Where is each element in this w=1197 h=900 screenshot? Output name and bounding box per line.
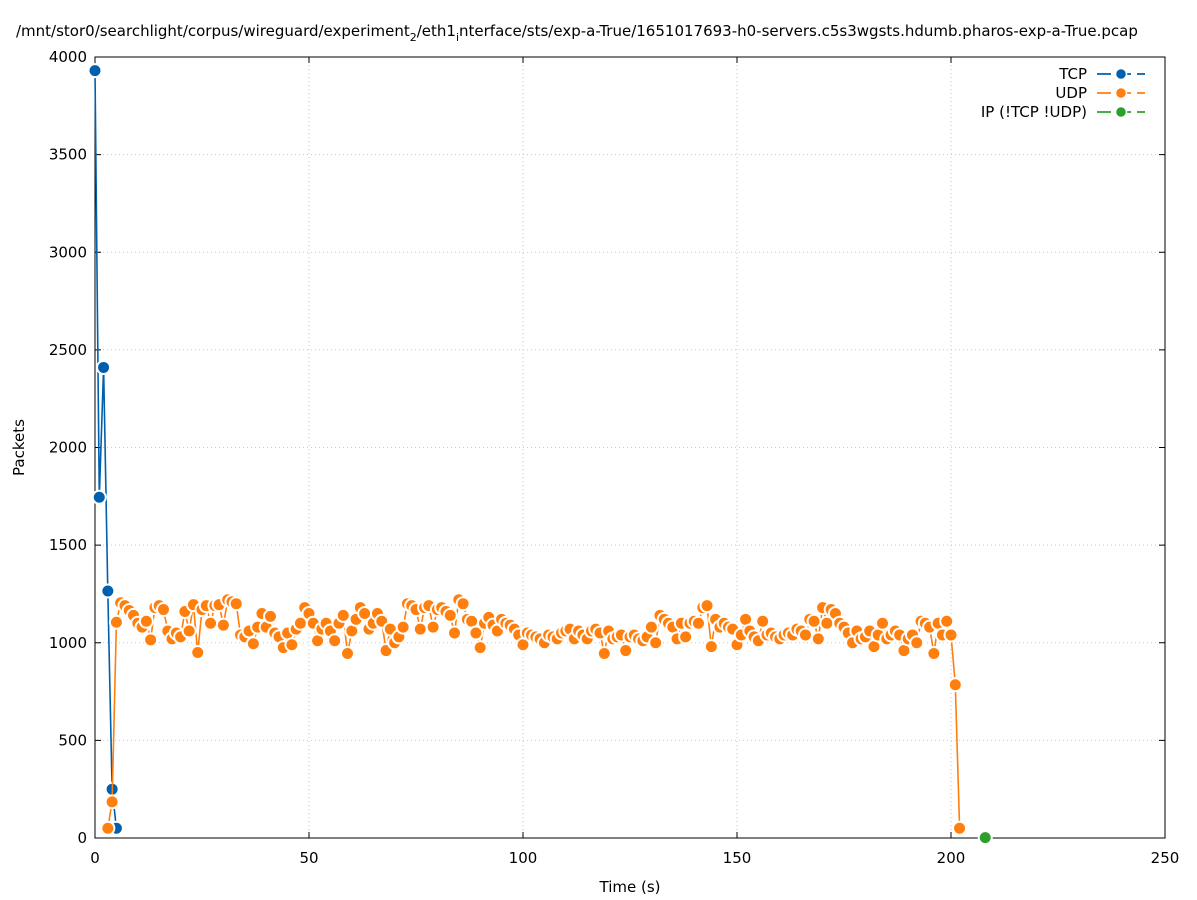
y-tick-label: 500 [58,731,87,749]
x-axis-label: Time (s) [599,878,661,896]
x-tick-label: 200 [937,849,966,867]
data-point [335,607,351,623]
series-layer [87,63,993,846]
data-point [442,607,458,623]
data-point [262,608,278,624]
data-point [926,645,942,661]
y-tick-label: 3000 [49,243,87,261]
data-point [215,617,231,633]
data-point [455,596,471,612]
legend-marker [1114,86,1128,100]
data-point [425,619,441,635]
series-tcp [87,63,124,836]
legend-label: TCP [1058,65,1087,83]
data-point [228,596,244,612]
x-tick-label: 50 [299,849,318,867]
data-point [190,645,206,661]
y-tick-label: 3500 [49,146,87,164]
series-ip-tcp-udp [977,830,993,846]
chart-title: /mnt/stor0/searchlight/corpus/wireguard/… [16,22,1138,44]
data-point [143,632,159,648]
x-tick-label: 100 [509,849,538,867]
data-point [875,615,891,631]
data-point [108,614,124,630]
data-point [947,677,963,693]
data-point [412,621,428,637]
y-tick-label: 4000 [49,48,87,66]
data-point [699,598,715,614]
data-point [340,645,356,661]
data-point [596,645,612,661]
data-point [87,63,103,79]
data-point [245,636,261,652]
y-tick-label: 2500 [49,341,87,359]
x-tick-label: 0 [90,849,100,867]
data-point [104,794,120,810]
data-point [181,623,197,639]
data-point [327,633,343,649]
data-point [797,627,813,643]
data-point [952,820,968,836]
data-point [909,635,925,651]
data-point [977,830,993,846]
y-tick-label: 2000 [49,439,87,457]
data-point [678,629,694,645]
x-tick-label: 150 [723,849,752,867]
data-point [155,602,171,618]
data-point [806,613,822,629]
series-line [94,70,118,829]
y-tick-label: 1500 [49,536,87,554]
data-point [943,627,959,643]
data-point [618,643,634,659]
legend-marker [1114,67,1128,81]
y-tick-label: 0 [77,829,87,847]
data-point [648,635,664,651]
data-point [939,613,955,629]
data-point [690,615,706,631]
data-point [703,639,719,655]
data-point [100,820,116,836]
legend-marker [1114,105,1128,119]
data-point [395,619,411,635]
data-point [100,583,116,599]
y-tick-label: 1000 [49,634,87,652]
x-tick-label: 250 [1151,849,1180,867]
data-point [203,615,219,631]
data-point [643,619,659,635]
data-point [472,640,488,656]
data-point [96,359,112,375]
legend-label: UDP [1055,84,1087,102]
legend-label: IP (!TCP !UDP) [981,103,1087,121]
grid [94,56,1166,839]
data-point [447,625,463,641]
data-point [284,637,300,653]
data-point [91,489,107,505]
axis-ticks: 0 50 100 150 200 2500500100015002000250030003… [49,48,1180,867]
data-point [755,613,771,629]
y-axis-label: Packets [10,419,28,476]
data-point [810,631,826,647]
data-point [468,625,484,641]
series-udp [100,592,968,836]
data-point [138,613,154,629]
